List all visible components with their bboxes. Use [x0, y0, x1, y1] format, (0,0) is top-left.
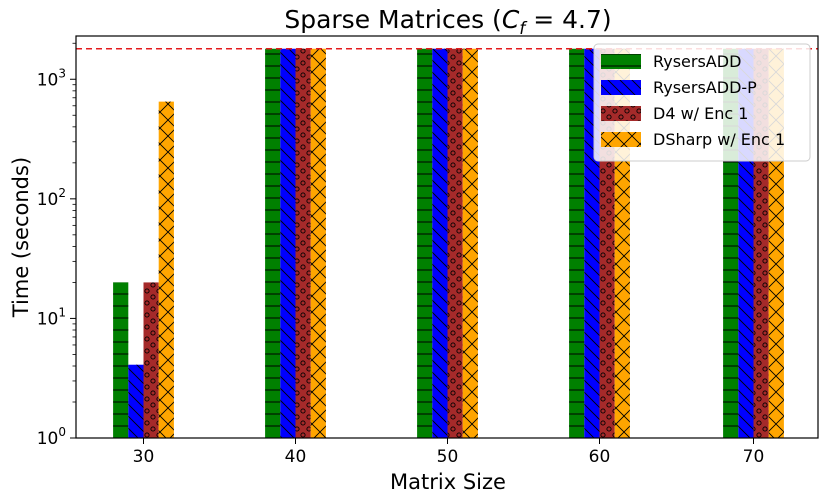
legend-box	[593, 43, 811, 162]
bar-hatch	[143, 282, 159, 438]
chart-title: Sparse Matrices (Cf = 4.7)	[284, 5, 611, 39]
legend-label: RysersADD	[653, 52, 741, 71]
y-tick-label: 103	[37, 66, 66, 90]
legend-swatch-hatch	[601, 132, 641, 147]
legend-swatch-hatch	[601, 80, 641, 95]
legend-label: RysersADD-P	[653, 78, 757, 97]
y-tick-label: 100	[37, 425, 66, 449]
bar-hatch	[128, 364, 144, 438]
y-tick-label: 101	[37, 305, 66, 329]
bar-hatch	[462, 48, 478, 438]
x-axis: 30 40 50 60 70	[133, 438, 765, 467]
x-tick-label: 60	[589, 447, 611, 467]
bar-hatch	[295, 48, 311, 438]
x-tick-label: 50	[437, 447, 459, 467]
bar-hatch	[569, 48, 585, 438]
y-axis: 100 101 102 103	[37, 42, 76, 449]
x-axis-label: Matrix Size	[390, 470, 506, 494]
legend-label: D4 w/ Enc 1	[653, 104, 748, 123]
legend-label: DSharp w/ Enc 1	[653, 130, 785, 149]
bar-hatch	[447, 48, 463, 438]
legend-swatch-hatch	[601, 106, 641, 121]
y-axis-label: Time (seconds)	[9, 157, 33, 318]
bar-hatch	[432, 48, 448, 438]
bar-hatch	[280, 48, 296, 438]
bar-hatch	[113, 282, 129, 438]
legend-swatch-hatch	[601, 54, 641, 69]
bar-hatch	[265, 48, 281, 438]
bar-hatch	[158, 101, 174, 438]
bar-hatch	[310, 48, 326, 438]
legend: RysersADD RysersADD-P D4 w/ Enc 1 DSharp w/…	[593, 43, 811, 162]
x-tick-label: 70	[743, 447, 765, 467]
x-tick-label: 40	[285, 447, 307, 467]
bar-hatch	[417, 48, 433, 438]
y-tick-label: 102	[37, 186, 66, 210]
x-tick-label: 30	[133, 447, 155, 467]
